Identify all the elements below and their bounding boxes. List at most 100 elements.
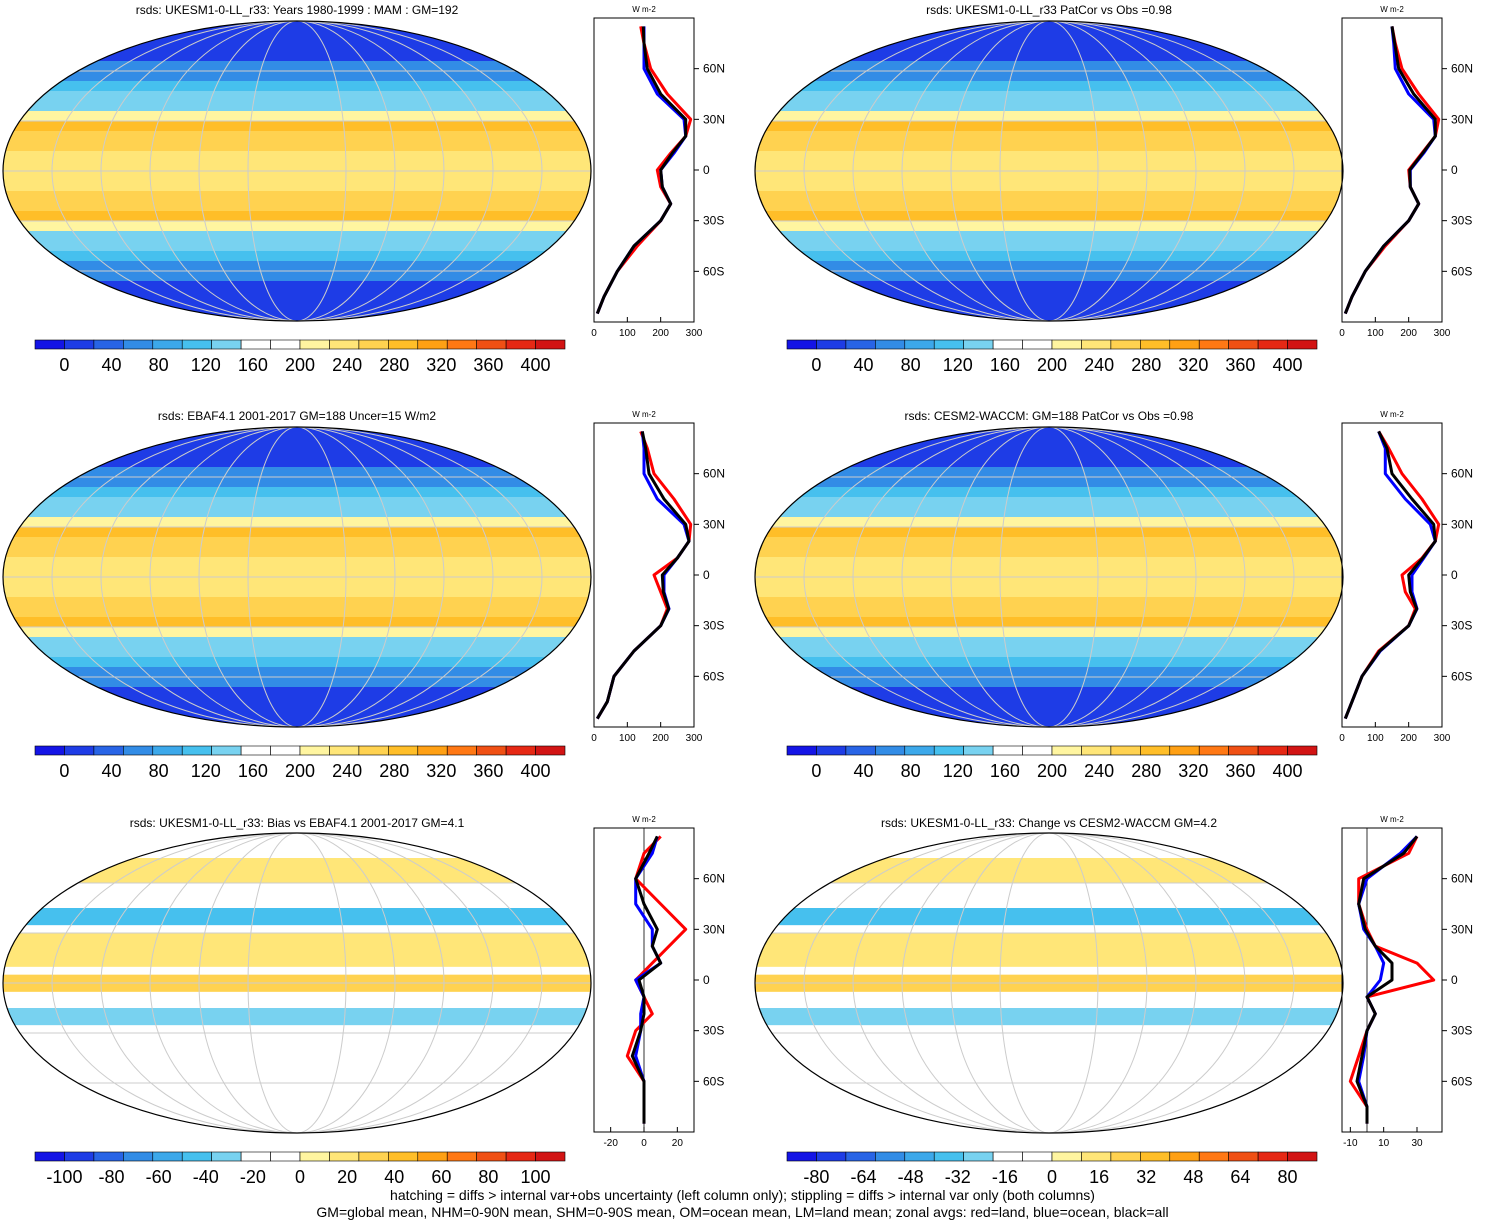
- colorbar-box: [64, 745, 95, 756]
- colorbar-box: [64, 1151, 95, 1162]
- x-tick-label: 200: [652, 328, 669, 339]
- colorbar-box: [505, 339, 536, 350]
- x-tick-label: 0: [1339, 328, 1345, 339]
- map-band: [3, 301, 591, 312]
- map-svg: [2, 426, 592, 728]
- colorbar-label: 48: [1183, 1167, 1203, 1187]
- lat-tick-label: 0: [703, 973, 710, 987]
- colorbar-box: [123, 339, 154, 350]
- meridian-line: [51, 427, 543, 727]
- meridian-line: [149, 833, 445, 1133]
- map-band: [755, 301, 1343, 312]
- colorbar-box: [329, 339, 360, 350]
- map-band: [755, 627, 1343, 638]
- meridian-line: [247, 21, 347, 321]
- meridian-line: [950, 833, 1148, 1133]
- map-band: [3, 241, 591, 252]
- map-band: [755, 497, 1343, 508]
- map-band: [3, 647, 591, 658]
- colorbar-label: 280: [379, 355, 409, 375]
- colorbar-box: [845, 745, 876, 756]
- colorbar-box: [904, 339, 935, 350]
- colorbar-label: 320: [426, 355, 456, 375]
- map-band: [755, 447, 1343, 458]
- colorbar-label: 320: [426, 761, 456, 781]
- map-band: [3, 667, 591, 678]
- meridian-line: [198, 427, 396, 727]
- lat-tick-label: 0: [703, 163, 710, 177]
- colorbar-box: [1022, 745, 1053, 756]
- meridian-line: [247, 427, 347, 727]
- colorbar-label: 80: [149, 355, 169, 375]
- meridian-line: [100, 21, 494, 321]
- colorbar-box: [933, 339, 964, 350]
- footer-line-2: GM=global mean, NHM=0-90N mean, SHM=0-90…: [316, 1204, 1169, 1220]
- zonal-line-all: [1355, 835, 1419, 1124]
- colorbar-label: 120: [191, 355, 221, 375]
- lat-tick-label: 30S: [1451, 1024, 1472, 1038]
- colorbar-box: [358, 745, 389, 756]
- meridian-line: [999, 21, 1099, 321]
- x-tick-label: 10: [1378, 1138, 1390, 1149]
- x-tick-label: 300: [686, 328, 703, 339]
- colorbar-svg: -100 -80 -60 -40 -20 0 20 40 60 80 100: [34, 1151, 566, 1187]
- lat-tick-label: 60S: [703, 264, 724, 278]
- meridian-line: [803, 427, 1295, 727]
- map-band: [3, 717, 591, 727]
- colorbar-box: [1081, 1151, 1112, 1162]
- map-band: [755, 677, 1343, 688]
- colorbar-1: 0 40 80 120 160 200 240 280 320 360 400: [30, 338, 570, 378]
- x-tick-label: 300: [686, 733, 703, 744]
- colorbar-box: [152, 1151, 183, 1162]
- colorbar-box: [299, 745, 330, 756]
- map-band: [755, 657, 1343, 668]
- colorbar-box: [1140, 1151, 1171, 1162]
- map-band: [3, 121, 591, 132]
- x-tick-label: 0: [641, 1138, 647, 1149]
- colorbar-box: [152, 339, 183, 350]
- colorbar-label: 400: [1273, 355, 1303, 375]
- zonal-frame: [1341, 17, 1443, 323]
- colorbar-box: [535, 745, 566, 756]
- colorbar-box: [816, 1151, 847, 1162]
- zonal-svg: W m-2 60N 30N 0 30S 60S 0 100 200 300: [1339, 410, 1473, 744]
- colorbar-box: [992, 1151, 1023, 1162]
- zonal-panel-4: W m-2 60N 30N 0 30S 60S 0 100 200 300: [1332, 405, 1485, 765]
- map-outline: [2, 832, 592, 1134]
- colorbar-box: [875, 339, 906, 350]
- colorbar-label: -100: [46, 1167, 82, 1187]
- lat-tick-label: 60N: [1451, 62, 1473, 76]
- colorbar-box: [123, 745, 154, 756]
- lat-tick-label: 30S: [703, 1024, 724, 1038]
- colorbar-label: 160: [238, 761, 268, 781]
- zonal-line-all: [596, 431, 691, 720]
- colorbar-box: [1051, 1151, 1082, 1162]
- lat-tick-label: 0: [1451, 973, 1458, 987]
- lat-tick-label: 60N: [1451, 467, 1473, 481]
- colorbar-label: 40: [384, 1167, 404, 1187]
- map-band: [755, 647, 1343, 658]
- colorbar-box: [933, 1151, 964, 1162]
- colorbar-label: 400: [521, 761, 551, 781]
- x-tick-label: -10: [1343, 1138, 1358, 1149]
- map-band: [3, 181, 591, 192]
- map-band: [755, 211, 1343, 222]
- map-band: [755, 557, 1343, 568]
- colorbar-label: 80: [478, 1167, 498, 1187]
- panel-title-3: rsds: EBAF4.1 2001-2017 GM=188 Uncer=15 …: [157, 409, 437, 423]
- map-band: [755, 477, 1343, 488]
- map-band: [3, 687, 591, 698]
- lat-tick-label: 30S: [1451, 214, 1472, 228]
- colorbar-box: [181, 1151, 212, 1162]
- lat-tick-label: 0: [1451, 163, 1458, 177]
- colorbar-label: 200: [1037, 761, 1067, 781]
- colorbar-6: -80 -64 -48 -32 -16 0 16 32 48 64 80: [782, 1150, 1322, 1190]
- map-svg: [754, 426, 1344, 728]
- colorbar-label: 200: [285, 761, 315, 781]
- map-band: [755, 191, 1343, 202]
- colorbar-box: [211, 339, 242, 350]
- colorbar-box: [1081, 745, 1112, 756]
- zonal-line-ocean: [596, 431, 691, 720]
- colorbar-box: [963, 745, 994, 756]
- meridian-line: [149, 427, 445, 727]
